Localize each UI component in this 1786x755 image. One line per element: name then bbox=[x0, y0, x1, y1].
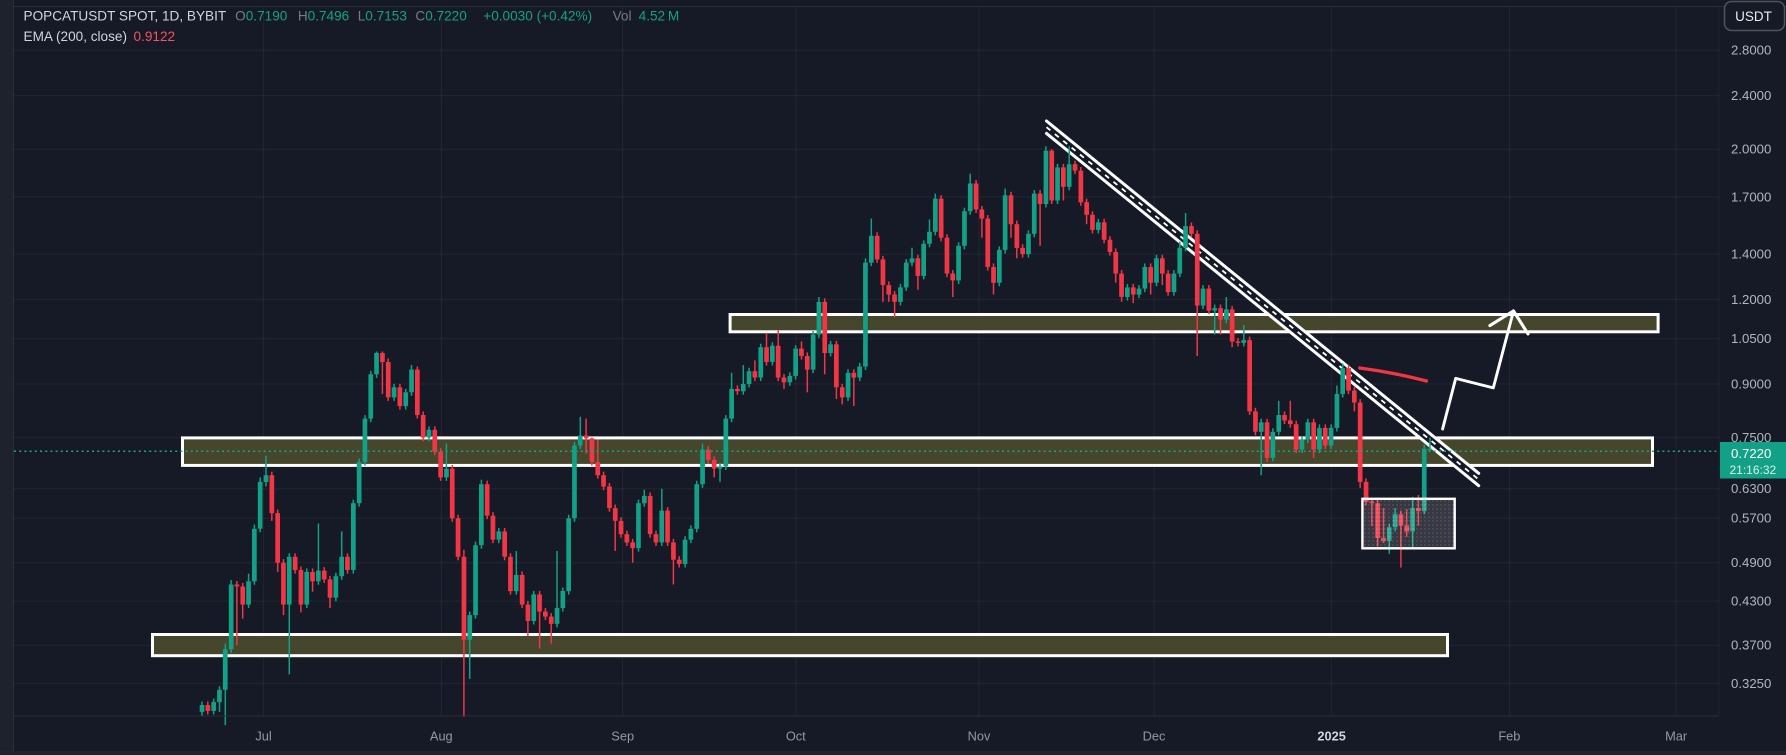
svg-text:Dec: Dec bbox=[1143, 729, 1166, 744]
svg-text:Jul: Jul bbox=[255, 729, 271, 744]
svg-text:USDT: USDT bbox=[1735, 9, 1772, 24]
svg-text:Nov: Nov bbox=[968, 729, 991, 744]
svg-text:Oct: Oct bbox=[786, 729, 806, 744]
svg-text:2.4000: 2.4000 bbox=[1731, 88, 1771, 103]
svg-text:Aug: Aug bbox=[430, 729, 453, 744]
svg-text:1.7000: 1.7000 bbox=[1731, 189, 1771, 204]
svg-text:2025: 2025 bbox=[1317, 729, 1345, 744]
svg-text:1.0500: 1.0500 bbox=[1731, 331, 1771, 346]
svg-text:Feb: Feb bbox=[1498, 729, 1520, 744]
svg-text:Mar: Mar bbox=[1665, 729, 1688, 744]
svg-text:0.6300: 0.6300 bbox=[1731, 481, 1771, 496]
svg-text:0.7500: 0.7500 bbox=[1731, 430, 1771, 445]
svg-text:1.4000: 1.4000 bbox=[1731, 247, 1771, 262]
svg-text:0.5700: 0.5700 bbox=[1731, 511, 1771, 526]
svg-text:0.4900: 0.4900 bbox=[1731, 555, 1771, 570]
svg-text:21:16:32: 21:16:32 bbox=[1730, 463, 1777, 477]
svg-text:0.9000: 0.9000 bbox=[1731, 376, 1771, 391]
svg-text:EMA (200, close) 0.9122: EMA (200, close) 0.9122 bbox=[24, 29, 176, 44]
svg-text:POPCATUSDT SPOT, 1D, BYBIT O: POPCATUSDT SPOT, 1D, BYBIT O0.7190 H0.74… bbox=[24, 9, 680, 24]
svg-text:2.8000: 2.8000 bbox=[1731, 43, 1771, 58]
svg-text:0.4300: 0.4300 bbox=[1731, 594, 1771, 609]
svg-text:0.7220: 0.7220 bbox=[1731, 446, 1771, 461]
svg-text:0.3700: 0.3700 bbox=[1731, 638, 1771, 653]
svg-text:2.0000: 2.0000 bbox=[1731, 142, 1771, 157]
svg-text:0.3250: 0.3250 bbox=[1731, 676, 1771, 691]
svg-text:Sep: Sep bbox=[611, 729, 634, 744]
svg-text:1.2000: 1.2000 bbox=[1731, 292, 1771, 307]
